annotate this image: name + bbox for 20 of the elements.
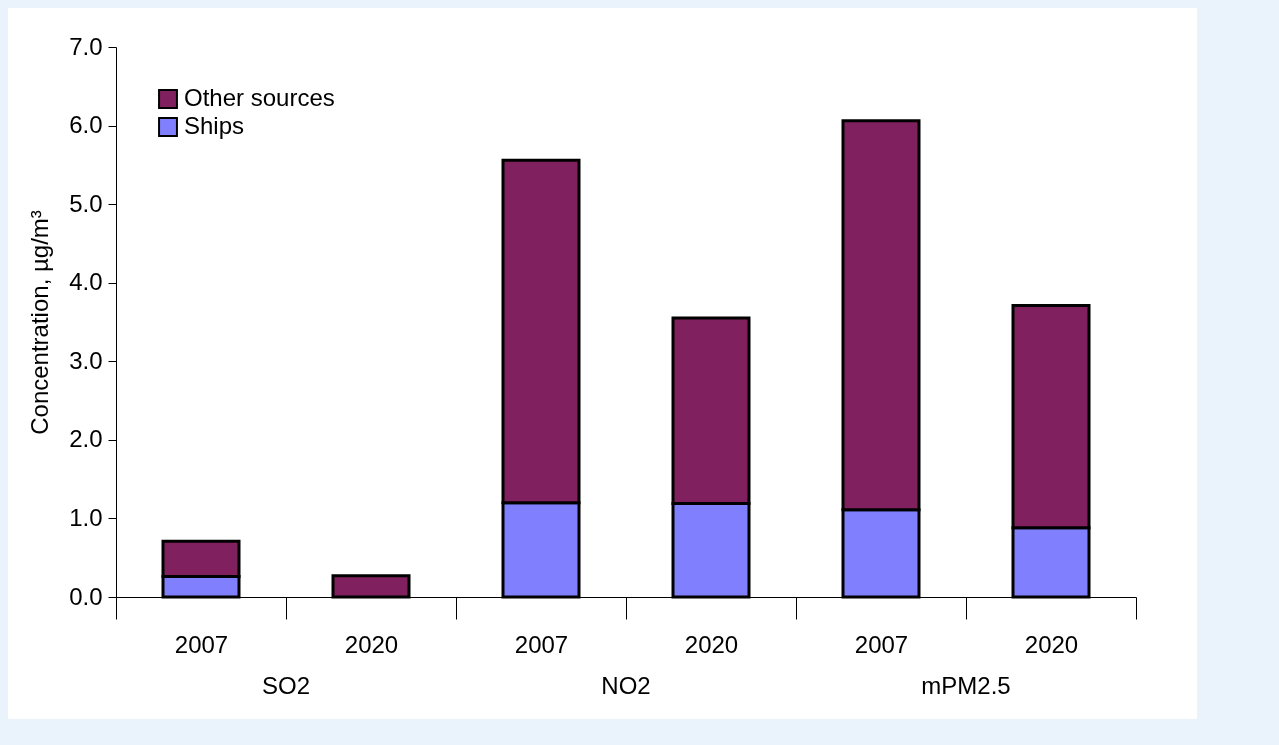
x-tick-label: 2007 [854,630,909,658]
x-tick-label: 2007 [174,630,229,658]
text: NO2 [601,672,651,699]
text: SO2 [261,672,311,699]
y-axis-title: Concentration, µg/m³ [26,210,54,435]
y-tick-label: 2.0 [69,425,103,453]
text: mPM2.5 [921,672,1011,699]
y-tick-label: 0.0 [69,582,103,610]
legend-label: Ships [184,112,245,139]
x-tick-label: 2020 [684,630,739,658]
x-tick-label: 2007 [514,630,569,658]
x-tick-label: 2020 [1024,630,1079,658]
legend-label: Other sources [184,84,335,111]
y-tick-label: 5.0 [69,189,103,217]
y-tick-label: 3.0 [69,346,103,374]
y-tick-label: 7.0 [69,32,103,60]
y-tick-label: 6.0 [69,111,103,139]
x-tick-label: 2020 [344,630,399,658]
y-tick-label: 1.0 [69,503,103,531]
y-tick-label: 4.0 [69,268,103,296]
